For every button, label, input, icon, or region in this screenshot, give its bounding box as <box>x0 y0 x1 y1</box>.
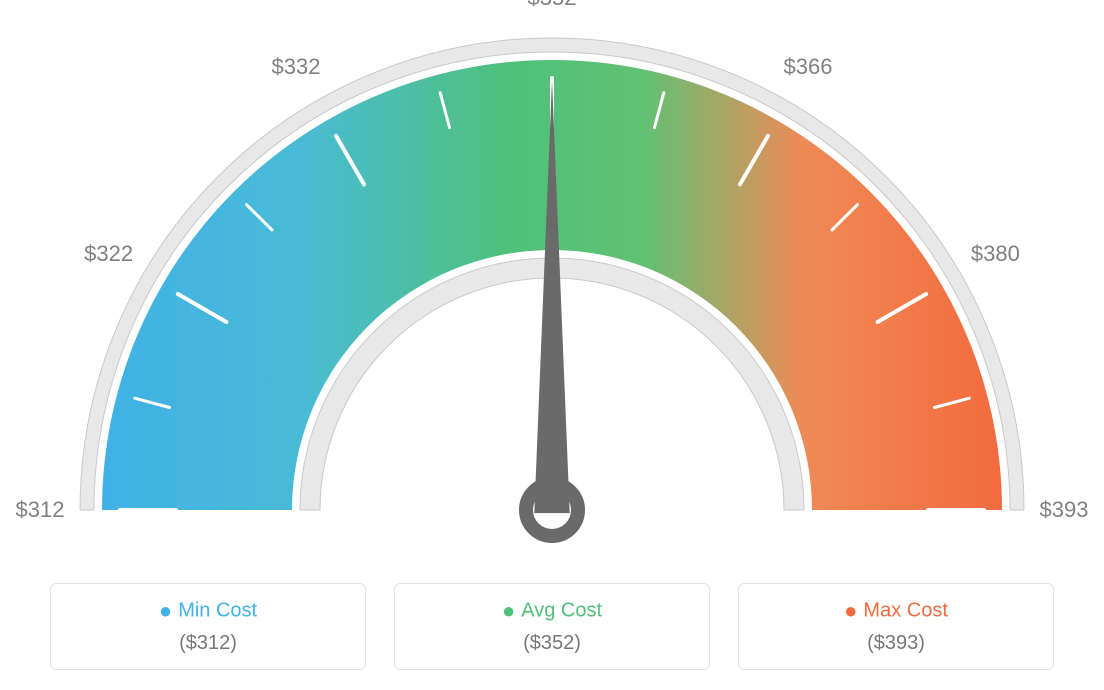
legend-min-label: Min Cost <box>178 599 257 621</box>
gauge-tick-label: $393 <box>1040 497 1089 523</box>
legend-min-value: ($312) <box>51 632 365 655</box>
gauge-chart: $312 $322 $332 $352 $366 $380 $393 <box>0 0 1104 560</box>
legend-max-title: ● Max Cost <box>739 598 1053 624</box>
legend-max-label: Max Cost <box>863 599 947 621</box>
legend-avg-box: ● Avg Cost ($352) <box>394 583 710 670</box>
gauge-svg <box>0 0 1104 560</box>
dot-icon: ● <box>502 598 515 623</box>
legend-max-value: ($393) <box>739 632 1053 655</box>
gauge-tick-label: $322 <box>84 241 133 267</box>
gauge-tick-label: $366 <box>784 54 833 80</box>
legend-min-title: ● Min Cost <box>51 598 365 624</box>
legend-min-box: ● Min Cost ($312) <box>50 583 366 670</box>
legend-avg-title: ● Avg Cost <box>395 598 709 624</box>
legend-max-box: ● Max Cost ($393) <box>738 583 1054 670</box>
legend-row: ● Min Cost ($312) ● Avg Cost ($352) ● Max C… <box>50 583 1054 670</box>
gauge-tick-label: $352 <box>528 0 577 11</box>
gauge-tick-label: $332 <box>272 54 321 80</box>
gauge-tick-label: $380 <box>971 241 1020 267</box>
gauge-tick-label: $312 <box>16 497 65 523</box>
dot-icon: ● <box>844 598 857 623</box>
legend-avg-label: Avg Cost <box>521 599 602 621</box>
dot-icon: ● <box>159 598 172 623</box>
legend-avg-value: ($352) <box>395 632 709 655</box>
